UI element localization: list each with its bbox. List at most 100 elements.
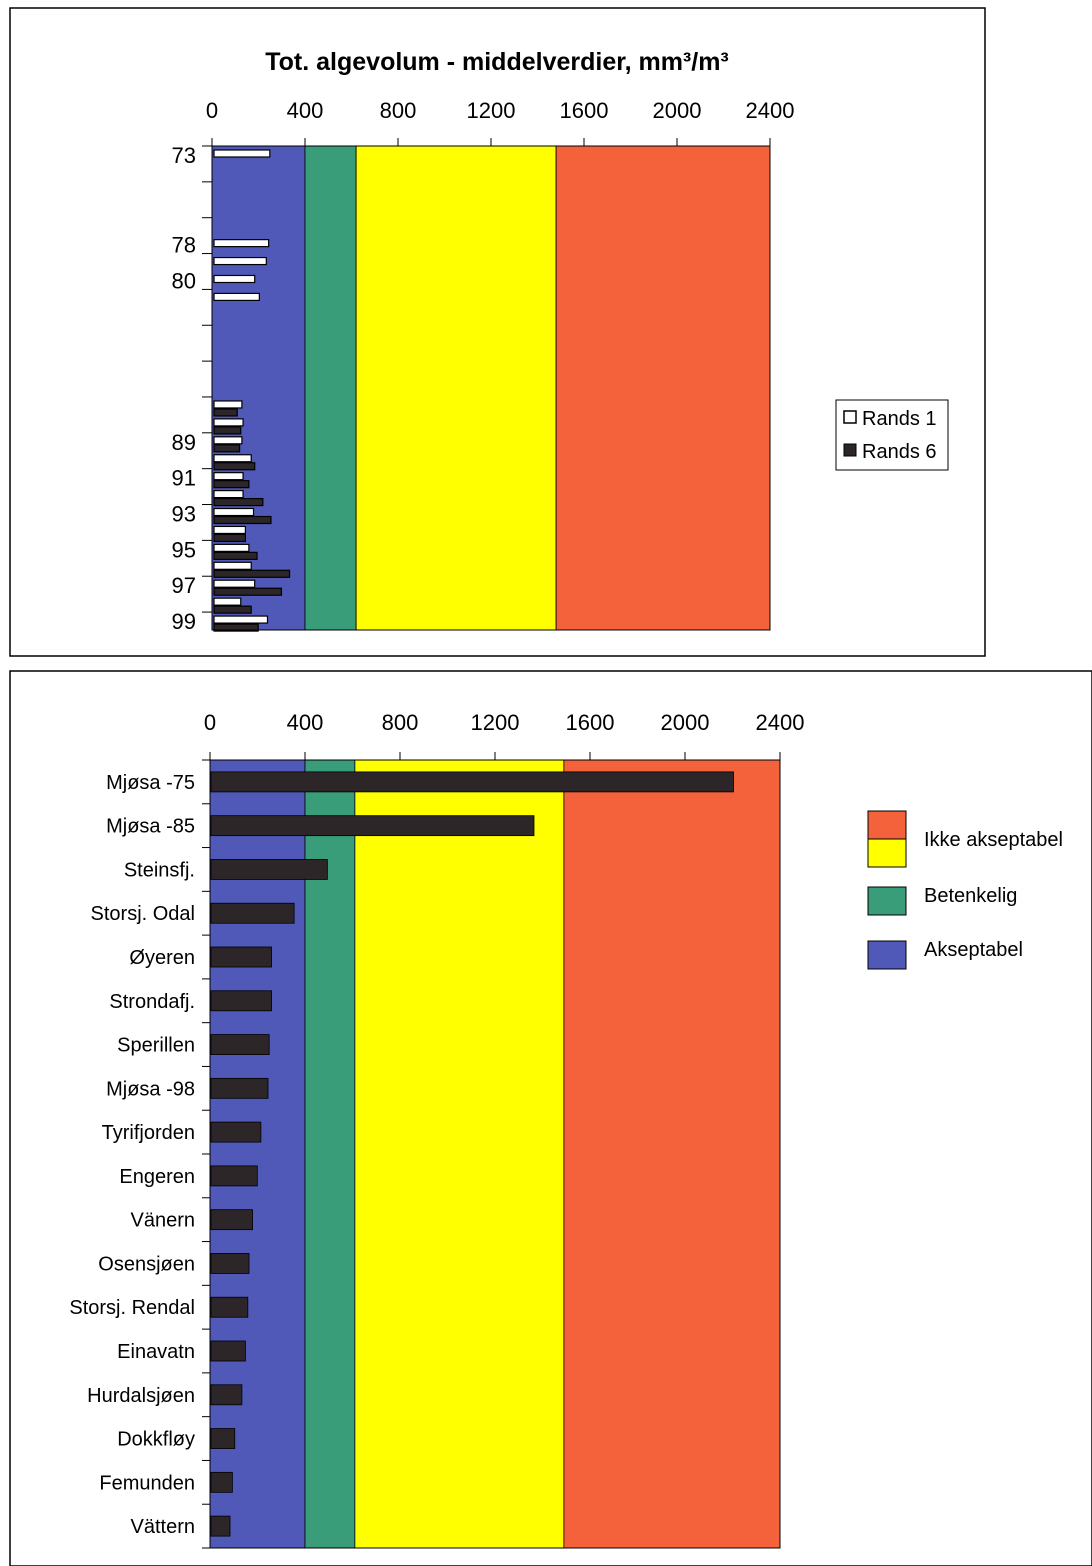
chart2-bar-v-nern [210, 1209, 253, 1231]
chart1-x-tick-label-1600: 1600 [560, 98, 609, 123]
chart2-category-label-mj-sa-75: Mjøsa -75 [106, 772, 195, 794]
chart1-bar-rands-1-96 [213, 561, 252, 570]
chart2-category-label-storsj-rendal: Storsj. Rendal [69, 1297, 195, 1319]
chart1-legend: Rands 1 Rands 6 [835, 399, 949, 471]
chart1-bar-rands-6-92 [213, 497, 264, 507]
legend-label-betenkelig: Betenkelig [924, 885, 1017, 907]
chart2-bar-osensj-en [210, 1253, 250, 1274]
chart1-bar-rands-1-73 [213, 149, 271, 158]
chart2-bar-hurdalsj-en [210, 1384, 243, 1406]
chart2-bar-femunden [210, 1471, 233, 1493]
chart2-bar-tyrifjorden [210, 1121, 262, 1143]
chart2-bar-einavatn [210, 1340, 246, 1362]
chart2-bar-storsj-odal [210, 902, 295, 924]
chart2-category-label-yeren: Øyeren [129, 947, 195, 969]
chart1-x-tick-label-0: 0 [206, 98, 218, 123]
chart2-x-tick-label-1600: 1600 [566, 710, 615, 735]
legend-label-rands-1: Rands 1 [862, 408, 937, 430]
chart2-zone-betenkelig-1 [304, 759, 356, 1549]
chart2-x-tick-label-1200: 1200 [471, 710, 520, 735]
chart2-category-label-engeren: Engeren [119, 1166, 195, 1188]
chart2-category-label-storsj-odal: Storsj. Odal [91, 903, 195, 925]
legend-swatch-akseptabel [867, 940, 907, 970]
chart2-x-tick-label-2400: 2400 [756, 710, 805, 735]
chart1-bar-rands-1-99 [213, 615, 269, 624]
chart-algevolum-years: Tot. algevolum - middelverdier, mm³/m³ 0… [9, 7, 986, 657]
chart2-category-label-sperillen: Sperillen [117, 1035, 195, 1057]
chart2-x-tick-label-2000: 2000 [661, 710, 710, 735]
chart1-axes: 0 400 800 1200 1600 2000 2400 73 78 80 89 91 93 95 97 9… [172, 98, 795, 634]
chart2-bar-dokkfl-y [210, 1428, 236, 1449]
chart2-category-label-hurdalsj-en: Hurdalsjøen [87, 1385, 195, 1407]
chart2-category-label-osensj-en: Osensjøen [98, 1253, 195, 1275]
chart1-bar-rands-1-78 [213, 239, 270, 248]
chart2-category-label-mj-sa-98: Mjøsa -98 [106, 1078, 195, 1100]
legend-label-ikke-akseptabel: Ikke akseptabel [924, 829, 1063, 851]
chart2-bar-strondafj [210, 990, 272, 1012]
chart1-bar-rands-6-99 [213, 623, 259, 632]
chart1-y-tick-label-91: 91 [172, 466, 196, 491]
chart1-bar-rands-1-98 [213, 597, 242, 606]
chart1-x-tick-label-2000: 2000 [653, 98, 702, 123]
chart1-bar-rands-1-87 [213, 400, 243, 409]
chart1-title: Tot. algevolum - middelverdier, mm³/m³ [265, 48, 729, 76]
chart2-bar-storsj-rendal [210, 1296, 249, 1318]
chart1-bar-rands-6-90 [213, 462, 256, 471]
chart2-zone-ikke-akseptabel-2 [354, 759, 565, 1549]
chart1-zones [211, 145, 771, 631]
chart2-axes: Mjøsa -75 Mjøsa -85 Steinsfj. Storsj. Odal Ø… [69, 710, 805, 1549]
chart2-zones [209, 759, 781, 1549]
chart2-bar-mj-sa-85 [210, 815, 535, 837]
chart2-category-label-dokkfl-y: Dokkfløy [117, 1429, 195, 1451]
chart1-bar-rands-6-93 [213, 515, 272, 525]
chart2-category-label-v-nern: Vänern [131, 1210, 196, 1232]
chart1-bar-rands-1-97 [213, 579, 256, 588]
chart2-bar-sperillen [210, 1034, 270, 1055]
chart1-bar-rands-1-89 [213, 436, 243, 445]
chart1-bar-rands-1-81 [213, 292, 260, 302]
chart2-zone-ikke-akseptabel-3 [563, 759, 781, 1549]
chart1-bar-rands-6-94 [213, 533, 246, 543]
chart2-legend: Ikke akseptabel Betenkelig Akseptabel [867, 810, 1063, 970]
chart1-bar-rands-1-92 [213, 489, 244, 499]
chart1-bar-rands-1-80 [213, 274, 256, 284]
chart1-y-tick-label-95: 95 [172, 537, 196, 562]
chart1-bar-rands-1-91 [213, 472, 244, 481]
chart2-category-label-mj-sa-85: Mjøsa -85 [106, 816, 195, 838]
legend-swatch-rands-1 [843, 410, 857, 424]
chart1-bar-rands-1-94 [213, 525, 246, 535]
chart1-bar-rands-6-91 [213, 480, 250, 489]
legend-swatch-rands-6 [843, 443, 857, 457]
chart2-bar-steinsfj [210, 859, 328, 880]
chart2-category-label-v-ttern: Vättern [131, 1516, 195, 1538]
chart1-y-tick-label-97: 97 [172, 573, 196, 598]
chart2-x-tick-label-400: 400 [287, 710, 324, 735]
legend-label-akseptabel: Akseptabel [924, 939, 1023, 961]
chart2-bars [210, 771, 734, 1537]
chart1-bar-rands-6-89 [213, 444, 241, 453]
chart1-bar-rands-1-88 [213, 418, 244, 427]
chart1-y-tick-label-93: 93 [172, 501, 196, 526]
chart1-bar-rands-6-96 [213, 569, 291, 578]
chart1-zone-betenkelig-1 [304, 145, 357, 631]
chart1-bar-rands-1-79 [213, 256, 267, 266]
legend-swatch-betenkelig [867, 886, 907, 916]
chart1-y-tick-label-78: 78 [172, 233, 196, 258]
chart1-y-tick-label-89: 89 [172, 430, 196, 455]
chart1-bar-rands-6-95 [213, 551, 258, 560]
chart1-x-tick-label-1200: 1200 [467, 98, 516, 123]
chart1-bar-rands-1-90 [213, 454, 252, 463]
chart1-x-tick-label-2400: 2400 [746, 98, 795, 123]
chart1-bars [213, 149, 291, 632]
chart1-x-tick-label-400: 400 [287, 98, 324, 123]
chart1-bar-rands-1-95 [213, 543, 250, 552]
chart2-category-label-steinsfj: Steinsfj. [124, 859, 195, 881]
chart2-category-label-strondafj: Strondafj. [109, 991, 195, 1013]
chart2-x-tick-label-0: 0 [204, 710, 216, 735]
legend-label-rands-6: Rands 6 [862, 441, 937, 463]
chart2-bar-mj-sa-98 [210, 1077, 269, 1099]
chart2-bar-mj-sa-75 [210, 771, 734, 793]
chart1-bar-rands-6-97 [213, 587, 283, 596]
chart-algevolum-lakes: Mjøsa -75 Mjøsa -85 Steinsfj. Storsj. Odal Ø… [9, 670, 1092, 1566]
chart1-y-tick-label-73: 73 [172, 143, 196, 168]
